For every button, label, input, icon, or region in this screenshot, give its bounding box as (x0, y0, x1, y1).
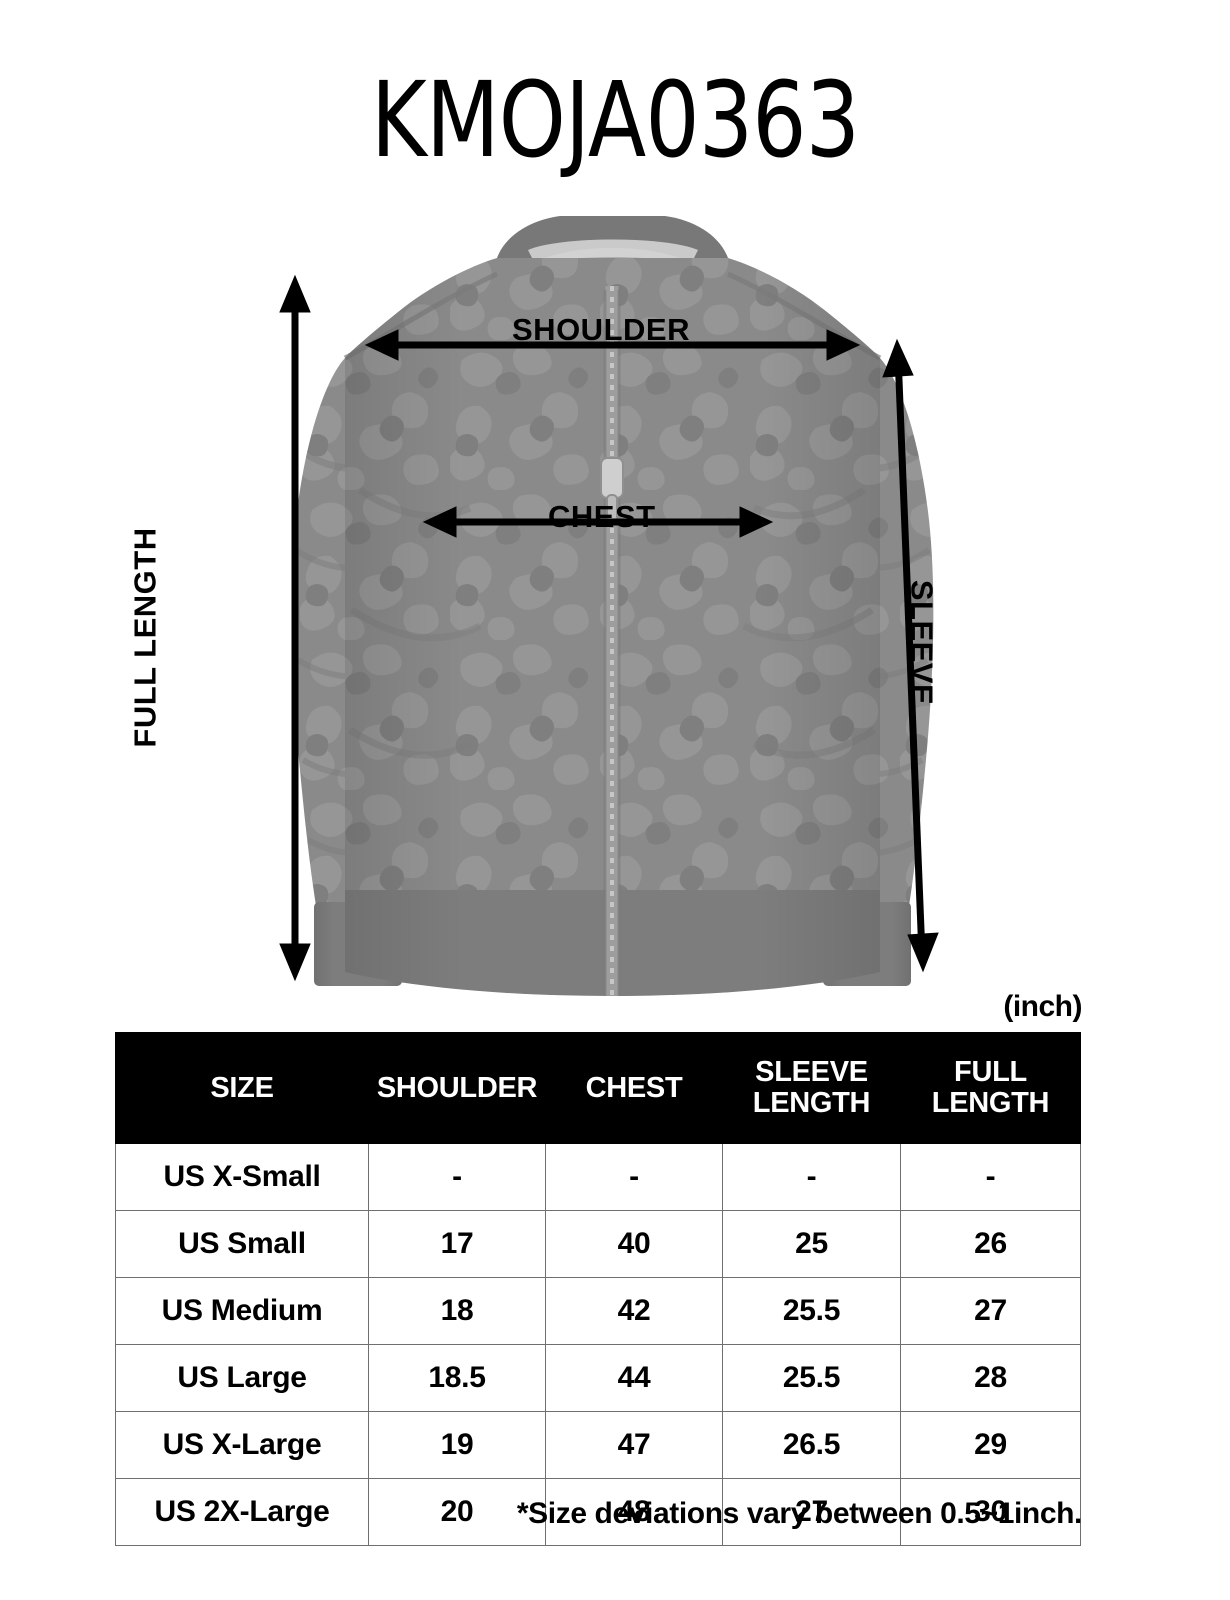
cell-chest: 44 (545, 1344, 723, 1412)
header-shoulder: SHOULDER (368, 1032, 546, 1144)
cell-shoulder: 18.5 (368, 1344, 546, 1412)
chest-dimension-label: CHEST (548, 499, 656, 534)
chest-arrow (422, 506, 774, 538)
cell-size: US Large (115, 1344, 369, 1412)
cell-size: US Medium (115, 1277, 369, 1345)
table-body: US X-Small - - - - US Small 17 40 25 26 … (115, 1143, 1081, 1546)
cell-shoulder: 20 (368, 1478, 546, 1546)
table-header: SIZE SHOULDER CHEST SLEEVE LENGTH FULL L… (115, 1032, 1081, 1144)
table-row: US Large 18.5 44 25.5 28 (115, 1344, 1081, 1412)
cell-shoulder: 18 (368, 1277, 546, 1345)
table-row: US 2X-Large 20 48 27 30 (115, 1478, 1081, 1546)
header-size: SIZE (115, 1032, 369, 1144)
garment-diagram: SHOULDER CHEST FULL LENGTH SLEEVE (0, 190, 1230, 1000)
cell-shoulder: - (368, 1143, 546, 1211)
cell-full-length: 28 (900, 1344, 1081, 1412)
full-length-dimension-label: FULL LENGTH (127, 527, 163, 748)
jacket-illustration (279, 216, 939, 996)
cell-shoulder: 19 (368, 1411, 546, 1479)
sleeve-dimension-label: SLEEVE (904, 579, 940, 706)
cell-chest: 48 (545, 1478, 723, 1546)
table-row: US Medium 18 42 25.5 27 (115, 1277, 1081, 1345)
collar-lining (528, 239, 698, 266)
cell-chest: 40 (545, 1210, 723, 1278)
cell-sleeve-length: 25 (722, 1210, 901, 1278)
cell-size: US X-Small (115, 1143, 369, 1211)
header-size-line1: SIZE (210, 1071, 274, 1104)
table-row: US X-Small - - - - (115, 1143, 1081, 1211)
cell-sleeve-length: 25.5 (722, 1344, 901, 1412)
cell-size: US Small (115, 1210, 369, 1278)
table-row: US X-Large 19 47 26.5 29 (115, 1411, 1081, 1479)
header-shoulder-line1: SHOULDER (376, 1071, 538, 1104)
cell-full-length: 27 (900, 1277, 1081, 1345)
cell-full-length: 30 (900, 1478, 1081, 1546)
cell-full-length: - (900, 1143, 1081, 1211)
header-full-length: FULL LENGTH (900, 1032, 1081, 1144)
size-deviation-note: *Size deviations vary between 0.5~1inch. (516, 1497, 1082, 1530)
cell-sleeve-length: 25.5 (722, 1277, 901, 1345)
cell-sleeve-length: 26.5 (722, 1411, 901, 1479)
unit-note: (inch) (1003, 990, 1082, 1023)
cell-sleeve-length: - (722, 1143, 901, 1211)
header-full-line2: LENGTH (931, 1087, 1050, 1119)
cell-chest: 47 (545, 1411, 723, 1479)
shoulder-dimension-label: SHOULDER (512, 312, 690, 347)
shoulder-arrow (364, 329, 861, 361)
cell-full-length: 26 (900, 1210, 1081, 1278)
header-chest: CHEST (545, 1032, 723, 1144)
cell-full-length: 29 (900, 1411, 1081, 1479)
zipper (600, 286, 624, 996)
page-title: KMOJA0363 (370, 59, 860, 181)
full-length-arrow (279, 274, 311, 982)
header-row: SIZE SHOULDER CHEST SLEEVE LENGTH FULL L… (115, 1032, 1081, 1144)
sleeve-arrow (882, 338, 939, 973)
header-sleeve-line2: LENGTH (752, 1087, 871, 1119)
header-sleeve-line1: SLEEVE (755, 1056, 868, 1089)
size-chart-table: SIZE SHOULDER CHEST SLEEVE LENGTH FULL L… (115, 1032, 1081, 1546)
zipper-pull (600, 457, 624, 499)
cell-shoulder: 17 (368, 1210, 546, 1278)
cell-size: US 2X-Large (115, 1478, 369, 1546)
cell-chest: - (545, 1143, 723, 1211)
header-chest-line1: CHEST (585, 1071, 683, 1104)
measurement-arrows (279, 274, 939, 982)
header-full-line1: FULL (954, 1056, 1027, 1089)
cell-chest: 42 (545, 1277, 723, 1345)
table-row: US Small 17 40 25 26 (115, 1210, 1081, 1278)
header-sleeve-length: SLEEVE LENGTH (722, 1032, 901, 1144)
cell-size: US X-Large (115, 1411, 369, 1479)
